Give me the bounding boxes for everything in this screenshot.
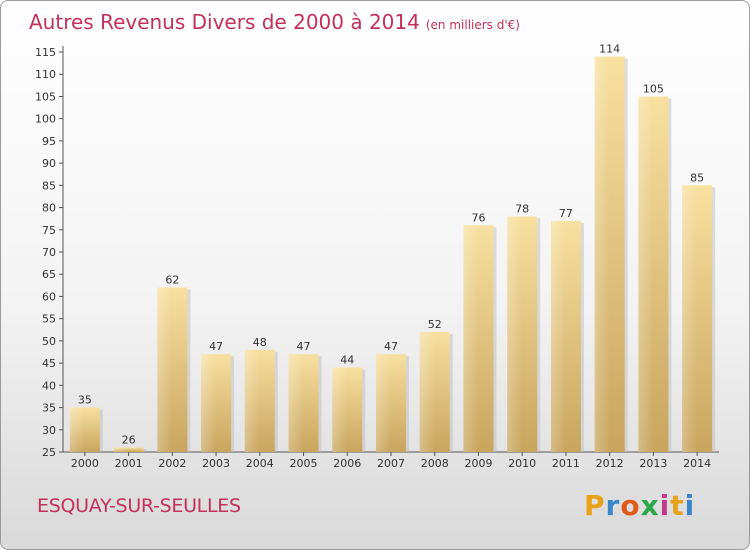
bar-highlight <box>113 447 129 452</box>
bar-highlight <box>332 367 348 452</box>
bar-value-label: 76 <box>471 211 485 224</box>
bar-group: 52 <box>419 318 453 452</box>
bar-value-label: 44 <box>340 354 354 367</box>
y-tick-label: 70 <box>42 246 56 259</box>
chart-title-text: Autres Revenus Divers de 2000 à 2014 <box>29 10 420 34</box>
y-tick-label: 40 <box>42 379 56 392</box>
x-tick-label: 2012 <box>596 457 624 470</box>
bar-highlight <box>376 354 391 452</box>
x-tick-label: 2010 <box>508 457 536 470</box>
logo-letter: x <box>640 489 660 522</box>
bar-highlight <box>638 96 654 452</box>
x-tick-label: 2011 <box>552 457 580 470</box>
y-tick-label: 110 <box>35 68 56 81</box>
y-tick-label: 100 <box>35 113 56 126</box>
bar-value-label: 85 <box>690 171 704 184</box>
x-tick-label: 2006 <box>333 457 361 470</box>
x-tick-label: 2002 <box>158 457 186 470</box>
logo-letter: t <box>670 489 685 522</box>
bar-highlight <box>463 225 479 452</box>
bar-value-label: 114 <box>599 42 620 55</box>
bar-value-label: 78 <box>515 202 529 215</box>
x-tick-label: 2014 <box>683 457 711 470</box>
bar-group: 76 <box>463 211 497 452</box>
bar-highlight <box>682 185 698 453</box>
logo-letter: P <box>584 489 606 522</box>
bar-value-label: 52 <box>428 318 442 331</box>
x-tick-label: 2000 <box>71 457 99 470</box>
bar-highlight <box>201 354 217 452</box>
bar-group: 62 <box>157 274 191 452</box>
logo-letter: i <box>659 489 671 522</box>
bar-value-label: 26 <box>122 434 136 447</box>
y-tick-label: 75 <box>42 224 56 237</box>
y-tick-label: 115 <box>35 46 56 59</box>
y-tick-label: 60 <box>42 290 56 303</box>
bar-group: 77 <box>550 207 584 452</box>
x-tick-label: 2009 <box>464 457 492 470</box>
x-tick-label: 2007 <box>377 457 405 470</box>
x-tick-label: 2008 <box>421 457 449 470</box>
y-tick-label: 95 <box>42 135 56 148</box>
logo-letter: o <box>620 489 641 522</box>
y-tick-label: 65 <box>42 268 56 281</box>
bar-value-label: 48 <box>253 336 267 349</box>
bar-value-label: 62 <box>165 274 179 287</box>
bar-group: 48 <box>244 336 278 452</box>
bar-group: 47 <box>376 340 409 452</box>
bar-group: 114 <box>594 42 628 452</box>
bar-highlight <box>288 354 304 452</box>
chart-title: Autres Revenus Divers de 2000 à 2014 (en … <box>29 10 520 34</box>
x-tick-label: 2001 <box>115 457 143 470</box>
commune-name: ESQUAY-SUR-SEULLES <box>37 495 241 517</box>
y-tick-label: 90 <box>42 157 56 170</box>
y-tick-label: 105 <box>35 90 56 103</box>
y-tick-label: 25 <box>42 446 56 459</box>
proxiti-logo: Proxiti <box>584 489 695 522</box>
bar-highlight <box>550 220 566 452</box>
bar-group: 105 <box>638 82 672 452</box>
bar-highlight <box>507 216 523 452</box>
bar <box>113 447 144 452</box>
bar-group: 44 <box>332 354 366 452</box>
y-tick-label: 55 <box>42 313 56 326</box>
bar-value-label: 47 <box>297 340 311 353</box>
bar-group: 78 <box>507 202 541 452</box>
y-tick-label: 30 <box>42 424 56 437</box>
bar-value-label: 35 <box>78 394 92 407</box>
bar-highlight <box>157 287 173 452</box>
bar-highlight <box>244 349 260 452</box>
chart-subtitle: (en milliers d'€) <box>425 18 520 32</box>
bar-group: 47 <box>201 340 235 452</box>
bar-value-label: 105 <box>643 82 664 95</box>
logo-letter: i <box>684 489 696 522</box>
bar-value-label: 47 <box>384 340 398 353</box>
bar-group: 85 <box>682 171 716 453</box>
bar-value-label: 47 <box>209 340 223 353</box>
y-tick-label: 80 <box>42 202 56 215</box>
bar-group: 26 <box>113 434 147 452</box>
x-tick-label: 2005 <box>290 457 318 470</box>
y-tick-label: 45 <box>42 357 56 370</box>
y-tick-label: 50 <box>42 335 56 348</box>
bar-highlight <box>419 332 435 452</box>
bar-highlight <box>594 56 610 452</box>
logo-letter: r <box>605 489 621 522</box>
bar-value-label: 77 <box>559 207 573 220</box>
y-tick-label: 85 <box>42 179 56 192</box>
bar-highlight <box>69 407 85 452</box>
bar-group: 35 <box>69 394 103 452</box>
x-tick-label: 2013 <box>639 457 667 470</box>
bar-group: 47 <box>288 340 322 452</box>
y-tick-label: 35 <box>42 402 56 415</box>
x-tick-label: 2004 <box>246 457 274 470</box>
x-tick-label: 2003 <box>202 457 230 470</box>
